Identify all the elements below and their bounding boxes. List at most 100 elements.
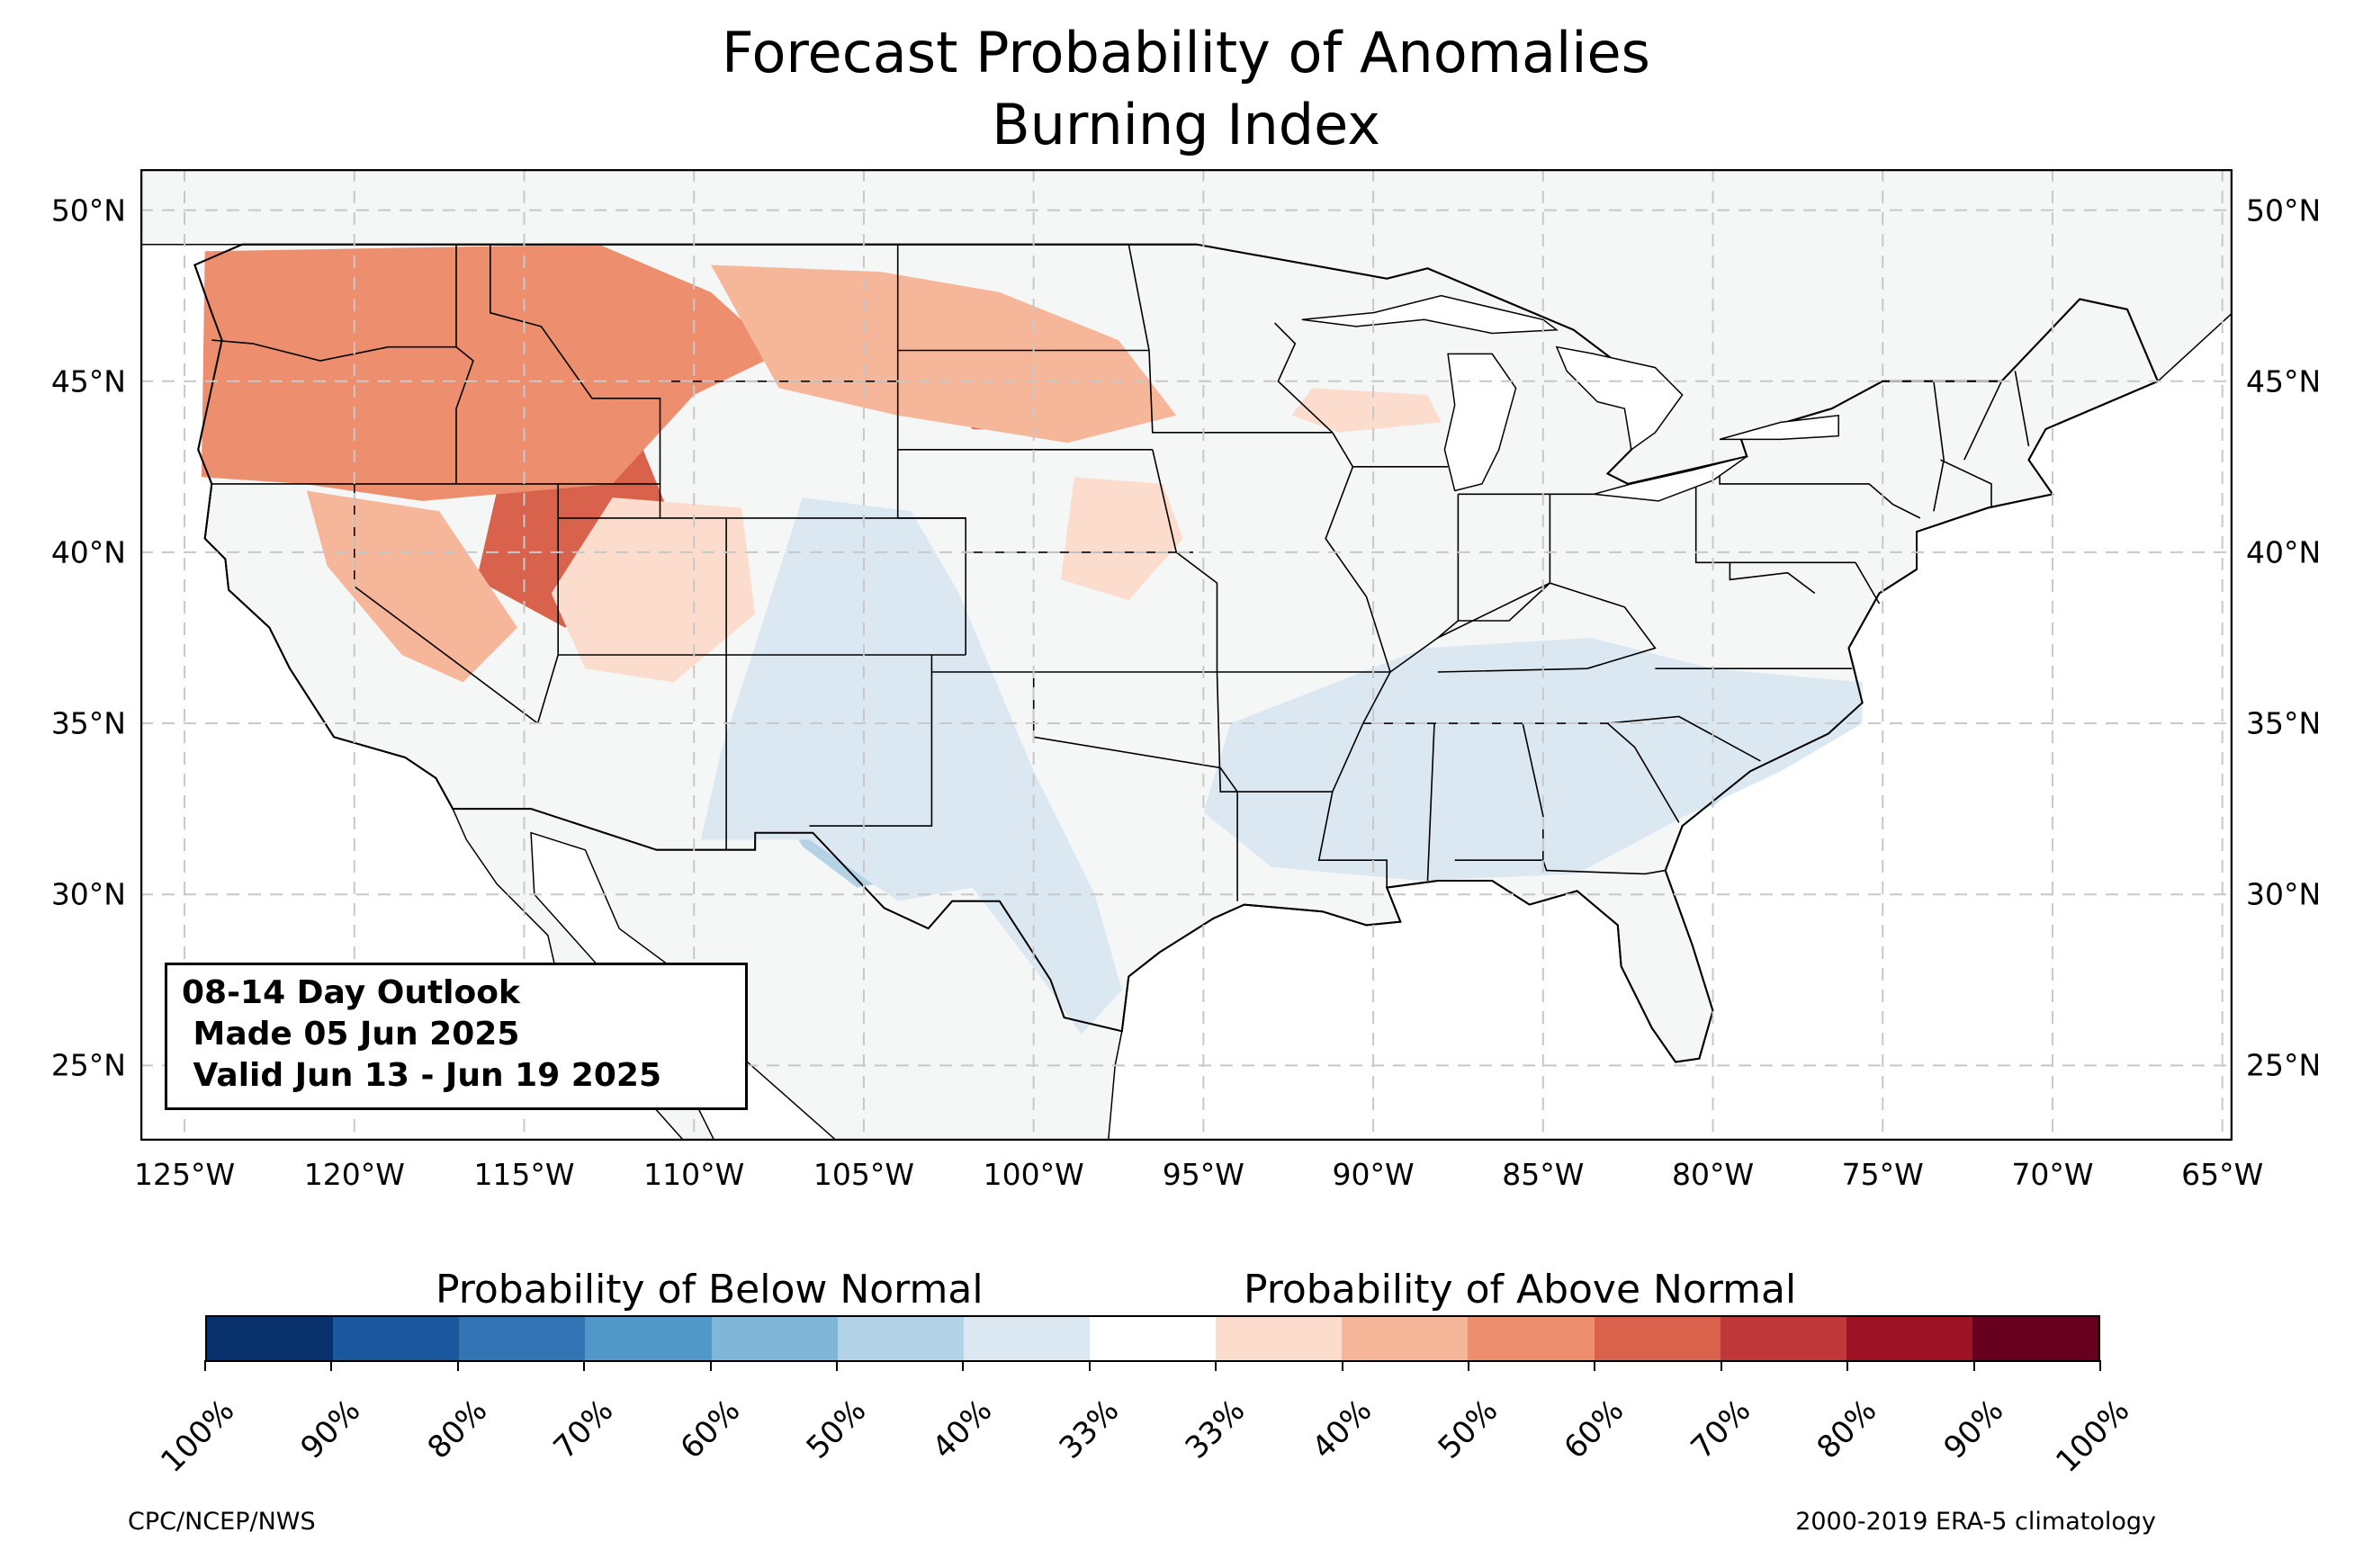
longitude-tick-label: 120°W <box>303 1157 405 1192</box>
state-border <box>1606 722 1680 823</box>
colorbar-tick-label: 50% <box>799 1393 874 1466</box>
colorbar-tick-label: 33% <box>1052 1393 1127 1466</box>
great-lakes <box>1301 294 1839 502</box>
colorbar-tick <box>2099 1360 2101 1371</box>
longitude-tick-label: 125°W <box>134 1157 236 1192</box>
anomaly-region-above <box>201 244 779 501</box>
colorbar-segment <box>1342 1317 1469 1360</box>
colorbar-segment <box>1846 1317 1972 1360</box>
longitude-tick-label: 80°W <box>1671 1157 1755 1192</box>
longitude-tick-label: 115°W <box>473 1157 575 1192</box>
colorbar-tick-label: 33% <box>1178 1393 1253 1466</box>
state-border <box>1216 671 1388 888</box>
footer-climatology: 2000-2019 ERA-5 climatology <box>1795 1508 2156 1536</box>
state-border <box>1855 561 1881 605</box>
lake <box>1555 345 1684 452</box>
colorbar-label-below: Probability of Below Normal <box>436 1267 984 1313</box>
anomaly-region-above <box>1291 388 1442 433</box>
longitude-tick-label: 90°W <box>1332 1157 1415 1192</box>
colorbar-tick <box>330 1360 333 1371</box>
colorbar-segment <box>837 1317 964 1360</box>
colorbar-tick-label: 50% <box>1431 1393 1505 1466</box>
lake <box>1719 414 1839 441</box>
colorbar-tick <box>709 1360 712 1371</box>
lake <box>1301 294 1559 335</box>
colorbar-tick <box>1846 1360 1849 1371</box>
longitude-tick-label: 110°W <box>643 1157 745 1192</box>
colorbar-segment <box>711 1317 838 1360</box>
latitude-tick-label: 25°N <box>2246 1047 2322 1083</box>
latitude-tick-label: 50°N <box>2246 193 2322 228</box>
state-border <box>2014 371 2030 447</box>
latitude-tick-label: 35°N <box>50 705 126 741</box>
latitude-tick-label: 25°N <box>50 1047 126 1083</box>
colorbar-tick-label: 90% <box>1936 1393 2010 1466</box>
colorbar-tick <box>1594 1360 1596 1371</box>
colorbar <box>205 1315 2100 1362</box>
anomaly-region-above <box>306 490 517 683</box>
state-border <box>455 244 474 484</box>
colorbar-tick-label: 70% <box>546 1393 621 1466</box>
colorbar-tick-label: 60% <box>1557 1393 1631 1466</box>
colorbar-tick <box>583 1360 586 1371</box>
latitude-tick-label: 30°N <box>2246 876 2322 912</box>
lake <box>1443 353 1517 492</box>
colorbar-tick-label: 70% <box>1684 1393 1758 1466</box>
state-border <box>1274 322 1334 434</box>
latitude-tick-label: 35°N <box>2246 705 2322 741</box>
colorbar-tick <box>1088 1360 1091 1371</box>
colorbar-tick-label: 60% <box>673 1393 747 1466</box>
latitude-tick-label: 40°N <box>2246 534 2322 570</box>
longitude-tick-label: 100°W <box>983 1157 1084 1192</box>
latitude-tick-label: 30°N <box>50 876 126 912</box>
colorbar-segment <box>1089 1317 1217 1360</box>
outlook-info-box: 08-14 Day Outlook Made 05 Jun 2025 Valid… <box>165 963 748 1110</box>
colorbar-label-above: Probability of Above Normal <box>1244 1267 1797 1313</box>
colorbar-segment <box>1720 1317 1846 1360</box>
colorbar-tick-label: 100% <box>154 1393 242 1481</box>
colorbar-tick <box>1972 1360 1975 1371</box>
colorbar-segment <box>1216 1317 1343 1360</box>
longitude-tick-label: 85°W <box>1502 1157 1585 1192</box>
state-border <box>211 339 456 362</box>
colorbar-tick-label: 100% <box>2049 1393 2137 1481</box>
colorbar-tick-label: 90% <box>293 1393 368 1466</box>
figure-title: Forecast Probability of Anomalies <box>722 20 1650 85</box>
colorbar-tick-label: 40% <box>1305 1393 1379 1466</box>
state-border <box>1426 723 1435 882</box>
colorbar-tick <box>1341 1360 1343 1371</box>
state-border <box>1389 494 1460 673</box>
state-border <box>1542 859 1666 875</box>
colorbar-segment <box>585 1317 712 1360</box>
latitude-tick-label: 45°N <box>50 363 126 399</box>
colorbar-tick <box>1720 1360 1722 1371</box>
longitude-tick-label: 75°W <box>1841 1157 1924 1192</box>
colorbar-segment <box>963 1317 1090 1360</box>
colorbar-tick <box>1215 1360 1217 1371</box>
colorbar-tick <box>962 1360 965 1371</box>
state-border <box>1362 715 1761 762</box>
figure-subtitle: Burning Index <box>992 92 1380 157</box>
colorbar-tick-label: 40% <box>925 1393 1000 1466</box>
latitude-tick-label: 50°N <box>50 193 126 228</box>
colorbar-segment <box>1972 1317 2099 1360</box>
footer-credit: CPC/NCEP/NWS <box>128 1508 316 1536</box>
colorbar-segment <box>459 1317 586 1360</box>
anomaly-region-above <box>551 497 756 683</box>
colorbar-segment <box>1594 1317 1721 1360</box>
state-border <box>1694 483 1855 564</box>
latitude-tick-label: 40°N <box>50 534 126 570</box>
anomaly-region-below <box>1203 638 1863 881</box>
anomaly-region-above <box>1060 477 1183 601</box>
colorbar-tick <box>456 1360 459 1371</box>
made-date: Made 05 Jun 2025 <box>182 1016 520 1053</box>
map-frame <box>140 169 2233 1141</box>
colorbar-tick-label: 80% <box>420 1393 495 1466</box>
lake <box>1594 455 1748 502</box>
anomaly-region-above <box>711 264 1177 444</box>
us-coastline <box>193 243 2160 1063</box>
state-border <box>1458 494 1551 622</box>
colorbar-segment <box>1468 1317 1595 1360</box>
longitude-tick-label: 70°W <box>2011 1157 2094 1192</box>
